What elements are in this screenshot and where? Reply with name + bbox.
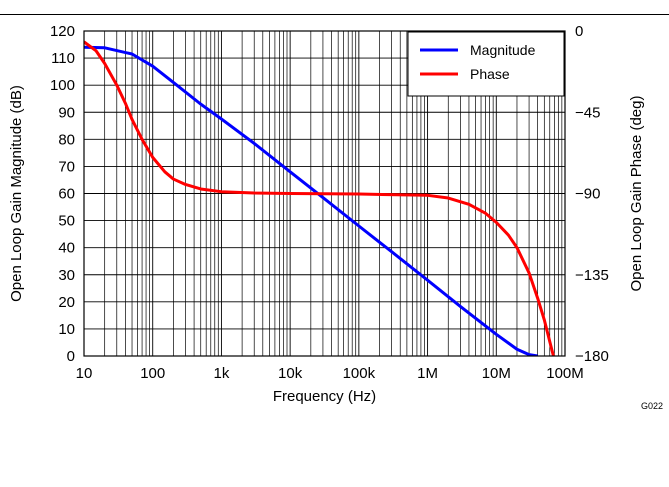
y-left-tick-label: 110	[51, 50, 75, 67]
series-line-phase	[84, 40, 555, 356]
series-line-magnitude	[84, 45, 538, 356]
top-rule	[0, 14, 669, 15]
x-axis-title: Frequency (Hz)	[273, 388, 376, 405]
x-tick-label: 1k	[214, 365, 230, 382]
x-tick-label: 100M	[546, 365, 584, 382]
x-tick-label: 10k	[278, 365, 303, 382]
y-right-axis-ticks: 0 −45 −90 −135 −180	[575, 23, 609, 365]
x-axis-ticks: 10 100 1k 10k 100k 1M 10M 100M	[76, 365, 584, 382]
figure-id: G022	[641, 401, 663, 411]
y-right-tick-label: −180	[575, 348, 609, 365]
y-left-tick-label: 90	[58, 104, 75, 121]
y-right-tick-label: −90	[575, 186, 600, 203]
x-tick-label: 1M	[417, 365, 438, 382]
x-tick-label: 100	[140, 365, 165, 382]
y-left-tick-label: 80	[58, 131, 75, 148]
plot-frame	[83, 30, 566, 357]
x-tick-label: 10M	[482, 365, 511, 382]
legend-label-magnitude: Magnitude	[470, 42, 536, 58]
y-left-axis-ticks: 0 10 20 30 40 50 60 70 80 90 100 110 120	[50, 23, 75, 365]
y-left-tick-label: 100	[50, 77, 75, 94]
y-left-tick-label: 50	[58, 213, 75, 230]
y-left-tick-label: 20	[58, 294, 75, 311]
y-right-tick-label: −135	[575, 267, 609, 284]
y-right-axis-title: Open Loop Gain Phase (deg)	[628, 96, 645, 292]
legend-box	[407, 31, 565, 97]
series	[84, 40, 555, 356]
y-left-axis-title: Open Loop Gain Magnitude (dB)	[8, 85, 25, 302]
y-right-tick-label: −45	[575, 104, 600, 121]
x-tick-label: 10	[76, 365, 93, 382]
y-left-tick-label: 0	[67, 348, 75, 365]
legend: Magnitude Phase	[407, 31, 565, 97]
x-tick-label: 100k	[343, 365, 376, 382]
y-left-tick-label: 30	[58, 267, 75, 284]
legend-label-phase: Phase	[470, 66, 510, 82]
y-left-tick-label: 10	[58, 321, 75, 338]
y-left-tick-label: 40	[58, 240, 75, 257]
y-right-tick-label: 0	[575, 23, 583, 40]
y-left-tick-label: 70	[58, 158, 75, 175]
y-left-tick-label: 120	[50, 23, 75, 40]
y-left-tick-label: 60	[58, 186, 75, 203]
